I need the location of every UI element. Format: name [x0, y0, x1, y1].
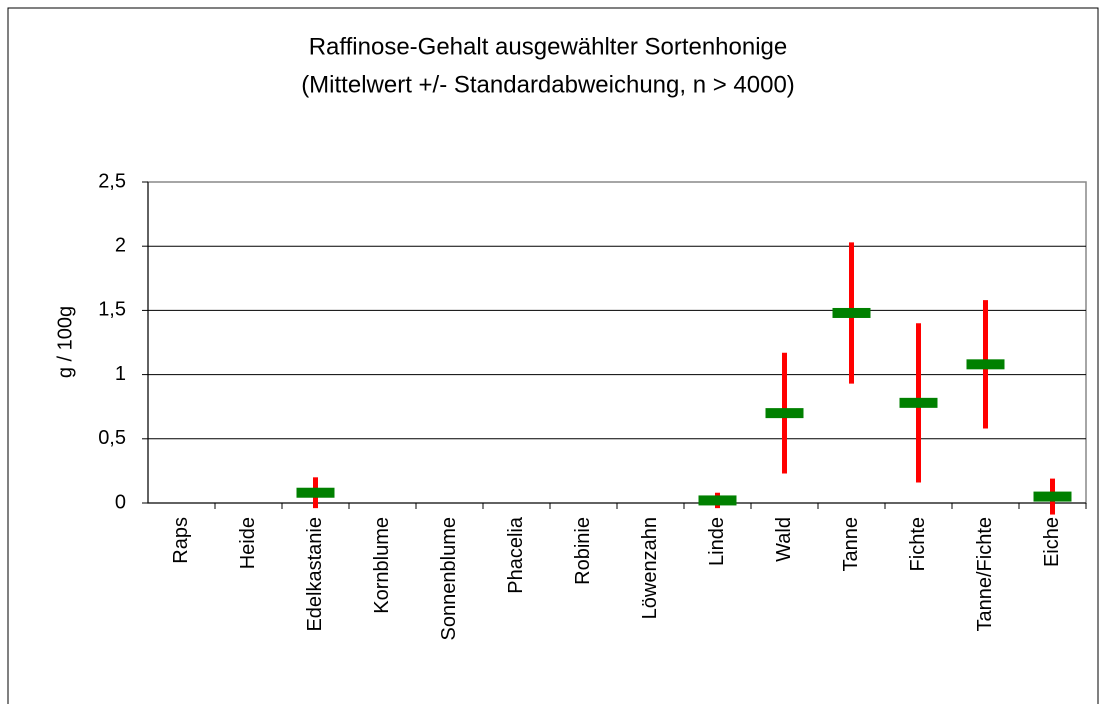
- x-tick-label: Robinie: [572, 517, 594, 585]
- plot-area: [147, 181, 1087, 504]
- x-tick-label: Tanne/Fichte: [974, 517, 996, 632]
- x-tick-label: Löwenzahn: [639, 517, 661, 619]
- x-tick-label: Fichte: [907, 517, 929, 571]
- mean-mark: [966, 359, 1005, 370]
- x-tick-label: Linde: [706, 517, 728, 566]
- y-tick-label: 0: [115, 491, 126, 513]
- y-axis-label: g / 100g: [54, 306, 76, 378]
- x-tick-label: Tanne: [840, 517, 862, 572]
- chart-subtitle: (Mittelwert +/- Standardabweichung, n > …: [301, 71, 795, 98]
- x-tick-label: Sonnenblume: [438, 517, 460, 640]
- x-tick-label: Eiche: [1041, 517, 1063, 567]
- mean-mark: [698, 495, 737, 506]
- x-tick-label: Wald: [773, 517, 795, 562]
- y-tick-label: 0,5: [98, 427, 126, 449]
- y-tick-label: 2,5: [98, 170, 126, 192]
- x-tick-label: Phacelia: [505, 516, 527, 594]
- y-tick-label: 1: [115, 363, 126, 385]
- x-tick-label: Heide: [237, 517, 259, 569]
- x-tick-label: Edelkastanie: [304, 517, 326, 632]
- x-tick-label: Raps: [170, 517, 192, 564]
- mean-mark: [1033, 491, 1072, 502]
- frame: [7, 7, 1099, 704]
- mean-mark: [296, 487, 335, 498]
- y-tick-label: 2: [115, 234, 126, 256]
- mean-mark: [832, 307, 871, 318]
- chart-title: Raffinose-Gehalt ausgewählter Sortenhoni…: [309, 33, 788, 60]
- mean-mark: [765, 408, 804, 419]
- y-tick-label: 1,5: [98, 299, 126, 321]
- mean-mark: [899, 397, 938, 408]
- x-tick-label: Kornblume: [371, 517, 393, 614]
